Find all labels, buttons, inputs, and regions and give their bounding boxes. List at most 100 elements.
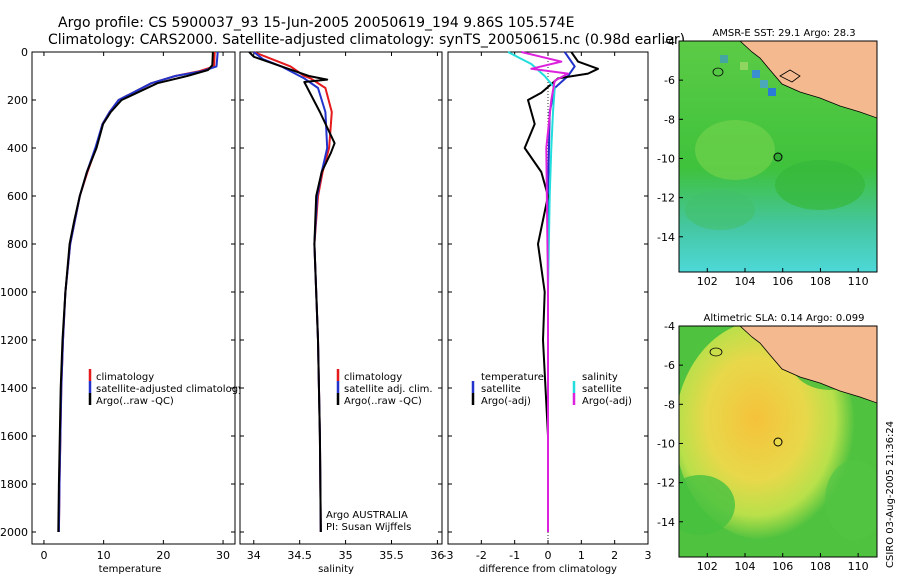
map-xtick-label: 106 [772, 560, 793, 573]
legend-climatology: climatology [344, 372, 402, 383]
depth-axis-ticks: 0 200 400 600 800 1000 1200 1400 1600 1800 2000 [0, 46, 235, 539]
credit-text: CSIRO 03-Aug-2005 21:36:24 [885, 421, 896, 568]
salinity-depth-ticks [240, 51, 442, 533]
sst-land-mass [739, 41, 877, 119]
xtick-label: 0 [545, 549, 552, 562]
sst-map-panel: AMSR-E SST: 29.1 Argo: 28.3 102 104 106 108… [657, 28, 878, 288]
temperature-plot-frame [31, 51, 236, 545]
sst-map-ticks: 102 104 106 108 110 -4 -6 -8 -10 -12 -14 [657, 35, 869, 288]
map-ytick-label: -8 [664, 113, 675, 126]
map-ytick-label: -4 [664, 35, 675, 48]
temperature-lines [57, 51, 219, 533]
salinity-lines [248, 51, 336, 533]
sla-map-field [679, 326, 877, 557]
legend-temp-argo: Argo(-adj) [481, 396, 531, 407]
map-xtick-label: 102 [697, 560, 718, 573]
map-xtick-label: 110 [848, 560, 869, 573]
map-xtick-label: 102 [697, 275, 718, 288]
difference-lines [507, 51, 599, 532]
xtick-label: 1 [578, 549, 585, 562]
sla-argo-marker [773, 437, 783, 447]
xtick-label: 35.5 [379, 549, 404, 562]
legend-argo: Argo(..raw -QC) [96, 396, 174, 407]
ytick-label: 1400 [0, 382, 28, 395]
xtick-label: 20 [156, 549, 170, 562]
map-xtick-label: 110 [848, 275, 869, 288]
salinity-xlabel: salinity [318, 564, 354, 575]
sla-map-title: Altimetric SLA: 0.14 Argo: 0.099 [704, 313, 865, 324]
temperature-xlabel: temperature [99, 564, 162, 575]
series-line-temperature-argo-adj [523, 51, 599, 532]
map-ytick-label: -10 [657, 152, 675, 165]
xtick-label: -1 [509, 549, 520, 562]
title-line-1: Argo profile: CS 5900037_93 15-Jun-2005 … [58, 15, 574, 31]
series-line-salinity-argo-adj [521, 51, 569, 532]
map-xtick-label: 104 [735, 275, 756, 288]
salinity-axis-ticks: 34 34.5 35 35.5 36 [247, 52, 444, 562]
sla-map-ticks: 102 104 106 108 110 -4 -6 -8 -10 -12 -14 [657, 320, 869, 573]
legend-satellite: satellite-adjusted climatology [96, 384, 244, 395]
temperature-panel: 0 200 400 600 800 1000 1200 1400 1600 1800 2000 0 1… [0, 46, 244, 575]
ytick-label: 600 [7, 190, 28, 203]
map-ytick-label: -12 [657, 477, 675, 490]
salinity-legend: climatology satellite adj. clim. Argo(..… [336, 369, 433, 407]
ytick-label: 1000 [0, 286, 28, 299]
difference-axis-ticks: -3 -2 -1 0 1 2 3 [443, 52, 652, 562]
map-ytick-label: -6 [664, 359, 675, 372]
ytick-label: 1600 [0, 430, 28, 443]
ytick-label: 2000 [0, 526, 28, 539]
map-ytick-label: -12 [657, 192, 675, 205]
xtick-label: 30 [216, 549, 230, 562]
ytick-label: 400 [7, 142, 28, 155]
sst-argo-marker [773, 152, 783, 162]
sst-map-field [679, 41, 877, 272]
map-ytick-label: -10 [657, 437, 675, 450]
xtick-label: 34.5 [287, 549, 312, 562]
xtick-label: 3 [645, 549, 652, 562]
sla-land-mass [739, 326, 877, 404]
map-xtick-label: 108 [810, 560, 831, 573]
xtick-label: 10 [97, 549, 111, 562]
xtick-label: 0 [40, 549, 47, 562]
ytick-label: 1800 [0, 478, 28, 491]
legend-temperature-title: temperature [481, 372, 544, 383]
salinity-panel: 34 34.5 35 35.5 36 salinity climatology sate… [239, 51, 444, 575]
xtick-label: -3 [443, 549, 454, 562]
map-xtick-label: 104 [735, 560, 756, 573]
legend-sal-satellite: satellite [582, 384, 622, 395]
difference-depth-ticks [448, 51, 648, 533]
xtick-label: 36 [430, 549, 444, 562]
map-xtick-label: 106 [772, 275, 793, 288]
xtick-label: 2 [611, 549, 618, 562]
xtick-label: 35 [339, 549, 353, 562]
map-ytick-label: -4 [664, 320, 675, 333]
map-ytick-label: -8 [664, 398, 675, 411]
difference-panel: -3 -2 -1 0 1 2 3 difference from climatology t… [443, 51, 652, 575]
title-line-2: Climatology: CARS2000. Satellite-adjuste… [48, 32, 685, 48]
map-ytick-label: -6 [664, 74, 675, 87]
legend-temp-satellite: satellite [481, 384, 521, 395]
xtick-label: -2 [476, 549, 487, 562]
map-ytick-label: -14 [657, 516, 675, 529]
ytick-label: 1200 [0, 334, 28, 347]
map-ytick-label: -14 [657, 231, 675, 244]
series-line-argo-raw-qc [248, 51, 336, 533]
sla-map-panel: Altimetric SLA: 0.14 Argo: 0.099 102 104 1… [657, 313, 878, 573]
note-pi: PI: Susan Wijffels [326, 522, 411, 533]
series-line-argo-raw-qc [57, 51, 214, 533]
xtick-label: 34 [247, 549, 261, 562]
legend-satellite: satellite adj. clim. [344, 384, 433, 395]
difference-legend-salinity: salinity satellite Argo(-adj) [572, 372, 632, 407]
legend-argo: Argo(..raw -QC) [344, 396, 422, 407]
salinity-plot-frame [239, 51, 443, 545]
temperature-axis-ticks: 0 10 20 30 [40, 52, 230, 562]
legend-salinity-title: salinity [582, 372, 618, 383]
temperature-legend: climatology satellite-adjusted climatolo… [88, 369, 244, 407]
ytick-label: 0 [21, 46, 28, 59]
legend-climatology: climatology [96, 372, 154, 383]
difference-xlabel: difference from climatology [479, 564, 617, 575]
map-xtick-label: 108 [810, 275, 831, 288]
difference-legend-temperature: temperature satellite Argo(-adj) [471, 372, 544, 407]
ytick-label: 200 [7, 94, 28, 107]
